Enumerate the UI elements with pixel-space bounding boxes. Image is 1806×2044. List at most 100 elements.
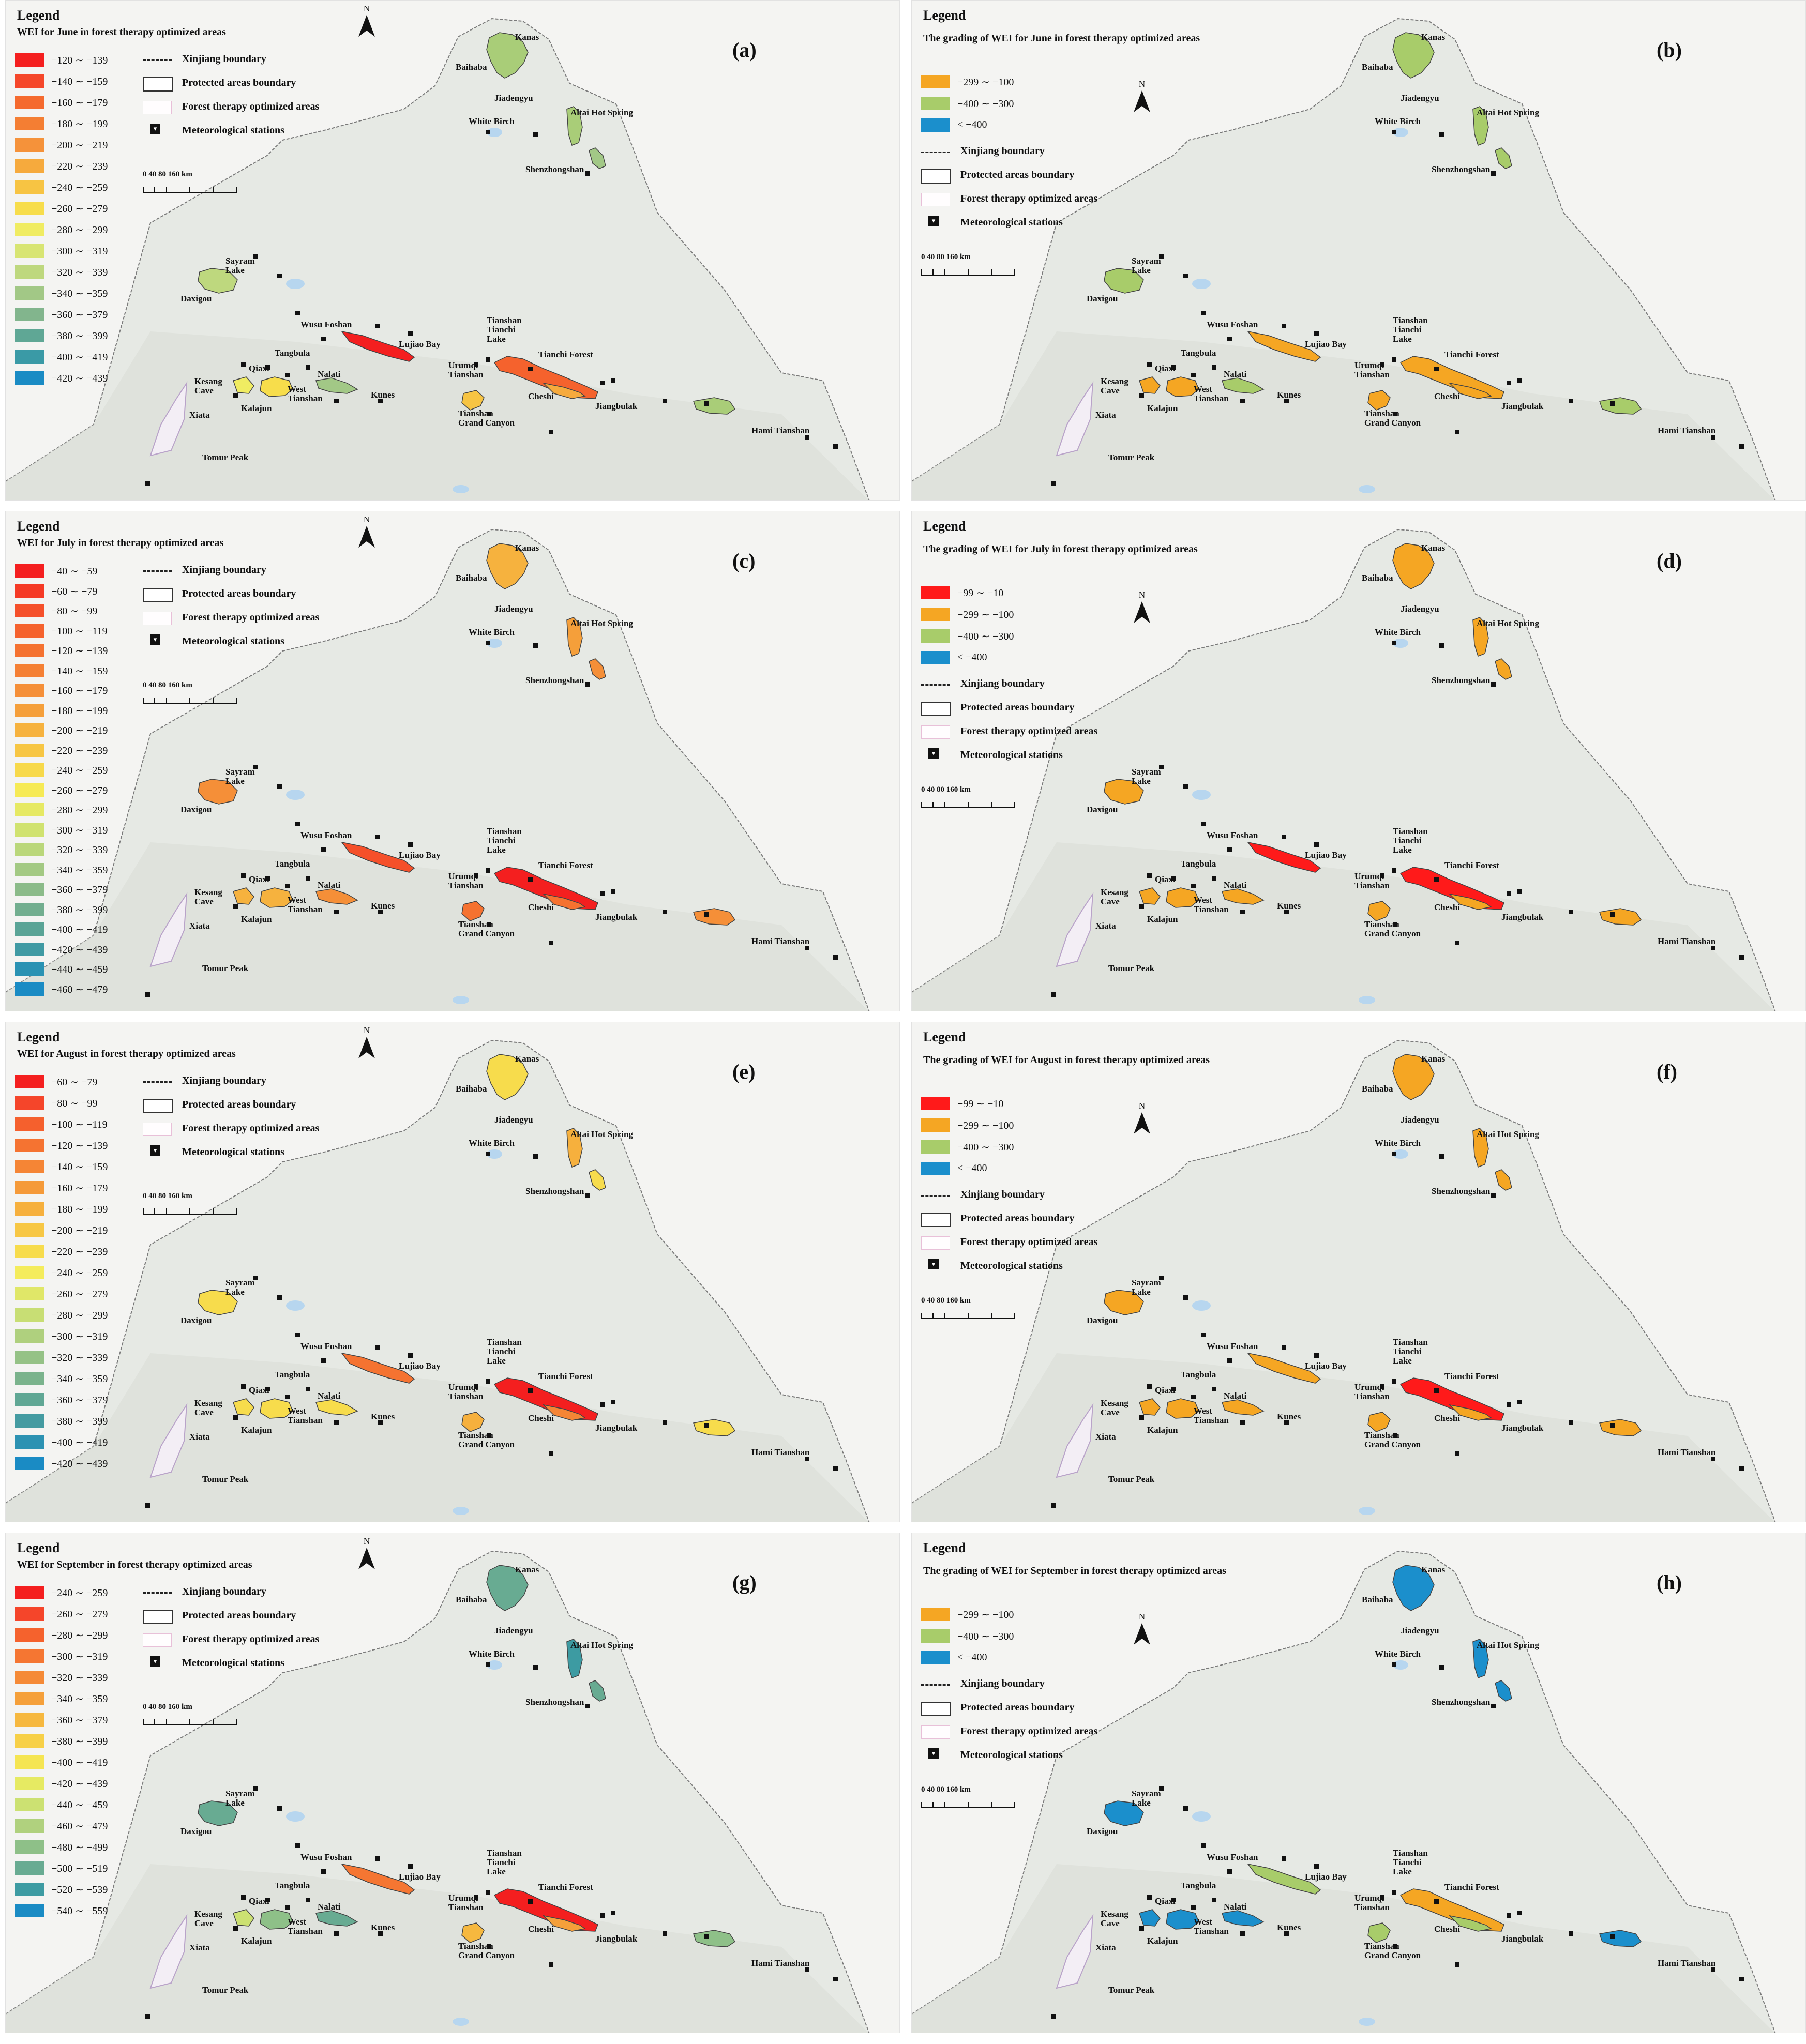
place-label-xiata: Xiata bbox=[1095, 410, 1116, 420]
station-marker bbox=[585, 1193, 590, 1198]
legend-swatch bbox=[15, 1096, 44, 1110]
scale-tick bbox=[991, 802, 992, 808]
place-label-kesang: Kesang Cave bbox=[1101, 1909, 1128, 1928]
scale-bar: 0 40 80 160 km bbox=[921, 253, 1045, 289]
station-marker bbox=[533, 643, 538, 648]
boundary-symbol-icon bbox=[143, 1592, 172, 1594]
station-marker bbox=[285, 1395, 290, 1399]
legend-symbol-label: Protected areas boundary bbox=[182, 1610, 296, 1621]
place-label-kesang: Kesang Cave bbox=[194, 1398, 222, 1417]
place-label-sayram: Sayram Lake bbox=[1132, 767, 1161, 786]
place-label-lujiao: Lujiao Bay bbox=[399, 339, 441, 349]
station-marker bbox=[474, 1895, 478, 1900]
place-label-lujiao: Lujiao Bay bbox=[1305, 850, 1347, 860]
place-label-tangbula: Tangbula bbox=[275, 859, 310, 869]
legend-class-row: −180 ∼ −199 bbox=[15, 114, 139, 135]
legend-symbol-stations: ▾ Meteorological stations bbox=[143, 122, 350, 145]
station-marker bbox=[295, 822, 300, 826]
scale-tick bbox=[213, 1719, 214, 1725]
place-label-shenzhongshan: Shenzhongshan bbox=[525, 1186, 584, 1196]
station-marker bbox=[805, 1457, 809, 1461]
scale-tick bbox=[1014, 269, 1015, 276]
station-marker bbox=[1201, 822, 1206, 826]
forest-area-tianchi bbox=[1399, 1377, 1504, 1421]
place-label-tangbula: Tangbula bbox=[275, 348, 310, 358]
legend-class-row: −60 ∼ −79 bbox=[15, 1072, 139, 1093]
legend-symbol-label: Meteorological stations bbox=[960, 217, 1063, 228]
map-panel-h: Kanas Baihaba Jiadengyu White Birch Altai Ho… bbox=[911, 1533, 1806, 2033]
station-marker bbox=[663, 910, 667, 914]
station-marker bbox=[1212, 876, 1216, 881]
legend-range-label: −280 ∼ −299 bbox=[51, 1630, 108, 1641]
lake bbox=[487, 1660, 502, 1670]
legend-range-label: −400 ∼ −300 bbox=[957, 1631, 1014, 1642]
station-marker bbox=[1183, 1806, 1188, 1811]
forest-area-wusu bbox=[341, 841, 415, 873]
legend-swatch bbox=[15, 1414, 44, 1428]
scale-tick bbox=[189, 698, 190, 704]
legend-class-row: −160 ∼ −179 bbox=[15, 93, 139, 114]
legend-range-label: < −400 bbox=[957, 1162, 987, 1174]
legend-symbol-boundary: Xinjiang boundary bbox=[921, 1675, 1128, 1699]
scale-tick bbox=[166, 187, 167, 193]
scale-tick bbox=[932, 269, 934, 276]
scale-bar-line bbox=[921, 268, 1015, 276]
legend-range-label: −300 ∼ −319 bbox=[51, 246, 108, 257]
scale-tick bbox=[944, 802, 945, 808]
tianshan-terrain bbox=[912, 1864, 1774, 2033]
legend-class-row: −240 ∼ −259 bbox=[15, 1583, 139, 1604]
legend-symbol-label: Meteorological stations bbox=[182, 635, 284, 647]
scale-bar-line bbox=[921, 1801, 1015, 1808]
station-marker bbox=[486, 1890, 490, 1895]
legend-swatch bbox=[15, 1393, 44, 1406]
legend-symbol-forest: Forest therapy optimized areas bbox=[143, 609, 350, 632]
forest-area-tianchi bbox=[493, 356, 598, 399]
scale-bar-label: 0 40 80 160 km bbox=[143, 170, 192, 178]
place-label-west_tianshan: West Tianshan bbox=[1194, 384, 1229, 403]
scale-bar-line bbox=[921, 1312, 1015, 1319]
north-arrow-icon bbox=[1134, 90, 1150, 112]
place-label-xiata: Xiata bbox=[189, 1943, 210, 1952]
legend-symbol-forest: Forest therapy optimized areas bbox=[143, 98, 350, 122]
legend-class-row: −299 ∼ −100 bbox=[921, 604, 1045, 626]
station-marker bbox=[1227, 337, 1232, 341]
legend-class-row: −100 ∼ −119 bbox=[15, 621, 139, 641]
station-marker bbox=[1455, 941, 1459, 945]
legend-swatch bbox=[15, 982, 44, 996]
lake bbox=[487, 1149, 502, 1159]
legend-swatch bbox=[15, 138, 44, 152]
legend-heading: Legend bbox=[923, 1540, 966, 1555]
legend-symbol-label: Xinjiang boundary bbox=[960, 145, 1045, 157]
place-label-kesang: Kesang Cave bbox=[1101, 1398, 1128, 1417]
protected-symbol-icon bbox=[921, 1702, 951, 1716]
scale-bar-line bbox=[143, 1718, 237, 1725]
scale-tick bbox=[166, 1719, 167, 1725]
station-marker bbox=[611, 378, 615, 383]
station-marker bbox=[295, 311, 300, 315]
station-marker bbox=[1711, 1967, 1715, 1972]
legend-swatch bbox=[15, 1692, 44, 1705]
place-label-cheshi: Cheshi bbox=[528, 391, 554, 401]
legend-class-row: −300 ∼ −319 bbox=[15, 241, 139, 262]
legend-classes: −299 ∼ −100 −400 ∼ −300 < −400 bbox=[921, 1604, 1045, 1670]
station-marker bbox=[805, 946, 809, 950]
scale-bar-label: 0 40 80 160 km bbox=[143, 681, 192, 689]
station-marker bbox=[585, 1704, 590, 1708]
place-label-baihaba: Baihaba bbox=[456, 62, 487, 72]
forest-area-west bbox=[260, 1398, 293, 1419]
map-panel-c: Kanas Baihaba Jiadengyu White Birch Altai Ho… bbox=[5, 511, 900, 1011]
station-marker bbox=[474, 873, 478, 878]
station-marker bbox=[1314, 842, 1319, 847]
place-label-xiata: Xiata bbox=[189, 921, 210, 931]
protected-symbol-icon bbox=[143, 77, 173, 92]
station-marker bbox=[1284, 1420, 1289, 1425]
legend-symbol-forest: Forest therapy optimized areas bbox=[921, 722, 1128, 746]
station-marker bbox=[1491, 1193, 1496, 1198]
station-marker bbox=[1191, 1905, 1196, 1910]
place-label-kesang: Kesang Cave bbox=[194, 1909, 222, 1928]
station-icon: ▾ bbox=[928, 748, 939, 759]
scale-bar-line bbox=[143, 1207, 237, 1215]
station-marker bbox=[378, 1420, 383, 1425]
forest-symbol-icon bbox=[143, 612, 172, 625]
forest-area-kanas bbox=[1392, 32, 1435, 79]
